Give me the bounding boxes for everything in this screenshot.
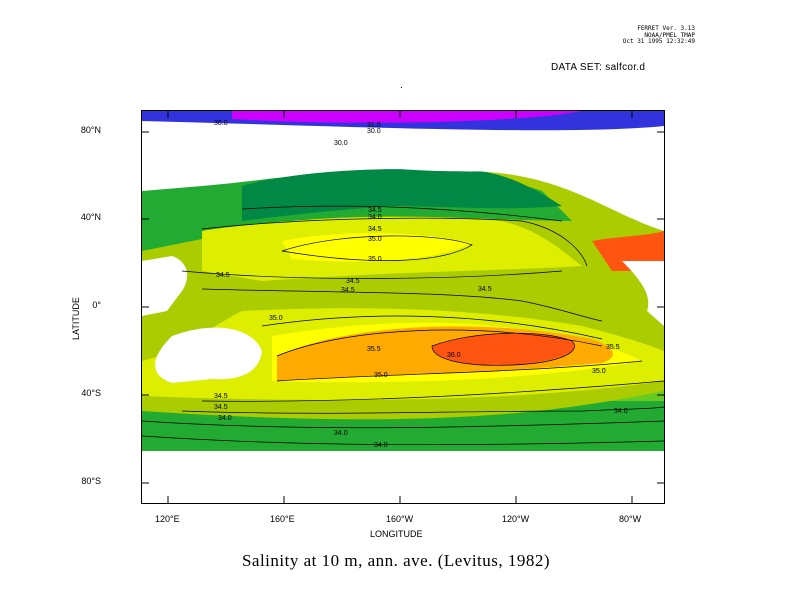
contour-label: 34.0 <box>334 430 348 437</box>
contour-label: 34.0 <box>614 408 628 415</box>
land-asia <box>142 256 188 316</box>
contour-label: 35.0 <box>368 256 382 263</box>
region-arctic-magenta <box>232 111 582 123</box>
contour-label: 34.5 <box>341 287 355 294</box>
contour-label: 30.0 <box>214 120 228 127</box>
lon-tick-120e: 120°E <box>155 514 180 524</box>
lat-tick-40n: 40°N <box>80 212 101 222</box>
contour-label: 31.0 <box>367 122 381 129</box>
contour-label: 30.0 <box>334 140 348 147</box>
header-version: FERRET Ver. 3.13 <box>637 25 695 32</box>
plot-title: Salinity at 10 m, ann. ave. (Levitus, 19… <box>241 551 551 570</box>
contour-label: 35.5 <box>606 344 620 351</box>
land-americas <box>622 261 664 326</box>
contour-label: 34.0 <box>368 214 382 221</box>
contour-line <box>201 288 603 322</box>
contour-label: 35.0 <box>374 372 388 379</box>
contour-line <box>201 217 588 267</box>
contour-line <box>276 360 643 382</box>
contour-label: 34.5 <box>214 393 228 400</box>
contour-line <box>201 380 664 402</box>
land-antarctica <box>142 451 664 503</box>
contour-label: 34.5 <box>368 226 382 233</box>
contour-line <box>142 435 664 446</box>
lon-tick-160w: 160°W <box>386 514 414 524</box>
contour-labels: 30.0 31.0 30.0 30.0 34.5 34.0 34.5 35.0 … <box>214 120 628 449</box>
dataset-label: DATA SET: salfcor.d <box>551 62 646 73</box>
contour-label: 35.0 <box>592 368 606 375</box>
region-dark-green <box>242 169 562 221</box>
contour-label: 34.5 <box>346 278 360 285</box>
land-australia <box>155 327 262 383</box>
contour-label: 34.5 <box>368 207 382 214</box>
contour-line <box>261 315 603 340</box>
contour-label: 34.0 <box>218 415 232 422</box>
contour-line <box>181 406 664 414</box>
contour-label: 35.5 <box>367 346 381 353</box>
ferret-header: FERRET Ver. 3.13 NOAA/PMEL TMAP Oct 31 1… <box>622 25 695 46</box>
contour-line <box>142 420 664 429</box>
lon-tick-80w: 80°W <box>619 514 642 524</box>
contour-line <box>431 332 575 366</box>
contour-label: 36.0 <box>447 352 461 359</box>
lat-tick-0: 0° <box>92 300 101 310</box>
lon-tick-160e: 160°E <box>270 514 295 524</box>
x-axis-label: LONGITUDE <box>370 529 423 539</box>
lat-tick-80n: 80°N <box>80 125 101 135</box>
contour-line <box>276 329 603 357</box>
contour-line <box>281 235 473 261</box>
contour-line <box>241 205 563 222</box>
region-red-orange <box>432 333 575 366</box>
lon-tick-120w: 120°W <box>502 514 530 524</box>
contour-label: 34.5 <box>214 404 228 411</box>
header-timestamp: Oct 31 1995 12:32:49 <box>622 38 695 45</box>
axis-ticks <box>142 111 664 503</box>
lat-tick-80s: 80°S <box>81 476 101 486</box>
dot-mark <box>401 87 402 88</box>
lat-tick-40s: 40°S <box>81 388 101 398</box>
contour-label: 34.5 <box>478 286 492 293</box>
contour-label: 34.0 <box>374 442 388 449</box>
y-axis-label: LATITUDE <box>71 297 81 340</box>
contour-lines <box>142 205 664 446</box>
contour-label: 30.0 <box>367 128 381 135</box>
contour-label: 34.5 <box>216 272 230 279</box>
salinity-map-svg: 30.0 31.0 30.0 30.0 34.5 34.0 34.5 35.0 … <box>142 111 664 503</box>
header-org: NOAA/PMEL TMAP <box>644 31 695 39</box>
contour-label: 35.0 <box>269 315 283 322</box>
contour-line <box>181 270 563 279</box>
land-north <box>142 131 664 191</box>
contour-label: 35.0 <box>368 236 382 243</box>
salinity-map: 30.0 31.0 30.0 30.0 34.5 34.0 34.5 35.0 … <box>141 110 665 504</box>
